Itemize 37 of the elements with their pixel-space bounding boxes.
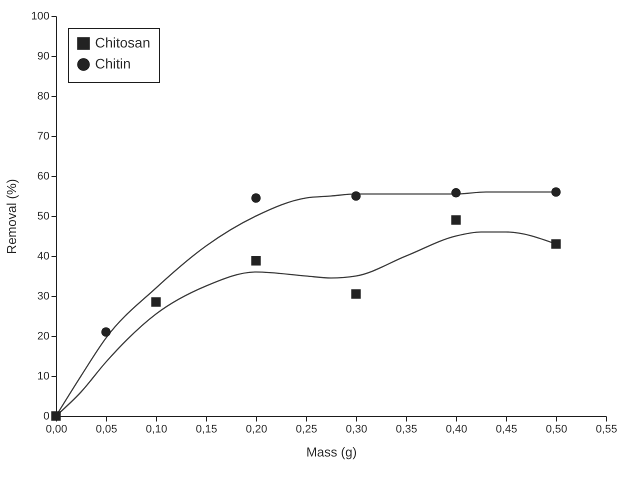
y-tick-label: 0 <box>43 410 50 422</box>
y-tick-label: 70 <box>37 130 50 142</box>
legend-label: Chitin <box>95 56 131 72</box>
point <box>551 239 561 249</box>
x-tick-label: 0,10 <box>146 424 168 436</box>
point <box>551 187 561 197</box>
y-axis-title: Removal (%) <box>4 178 20 254</box>
point <box>351 191 361 201</box>
point <box>251 256 261 266</box>
x-tick-label: 0,30 <box>346 424 368 436</box>
legend-label: Chitosan <box>95 34 150 50</box>
x-tick-label: 0,50 <box>546 424 568 436</box>
y-tick-label: 30 <box>37 290 50 302</box>
x-tick-label: 0,25 <box>296 424 318 436</box>
y-tick-label: 80 <box>37 90 50 102</box>
x-tick-label: 0,35 <box>396 424 418 436</box>
y-tick-label: 100 <box>31 10 50 22</box>
x-axis-title: Mass (g) <box>306 444 357 460</box>
y-tick-label: 50 <box>37 210 50 222</box>
point <box>351 289 361 299</box>
x-tick-label: 0,00 <box>46 424 68 436</box>
point <box>451 188 461 198</box>
y-tick-label: 60 <box>37 170 50 182</box>
point <box>451 215 461 225</box>
x-tick-label: 0,40 <box>446 424 468 436</box>
y-tick-label: 20 <box>37 330 50 342</box>
y-tick-label: 10 <box>37 370 50 382</box>
x-tick-label: 0,20 <box>246 424 268 436</box>
x-tick-label: 0,45 <box>496 424 518 436</box>
point <box>151 297 161 307</box>
y-tick-label: 40 <box>37 250 50 262</box>
x-tick-label: 0,05 <box>96 424 118 436</box>
x-tick-label: 0,55 <box>596 424 618 436</box>
point <box>101 327 111 337</box>
x-tick-label: 0,15 <box>196 424 218 436</box>
y-tick-label: 90 <box>37 50 50 62</box>
point <box>251 193 261 203</box>
